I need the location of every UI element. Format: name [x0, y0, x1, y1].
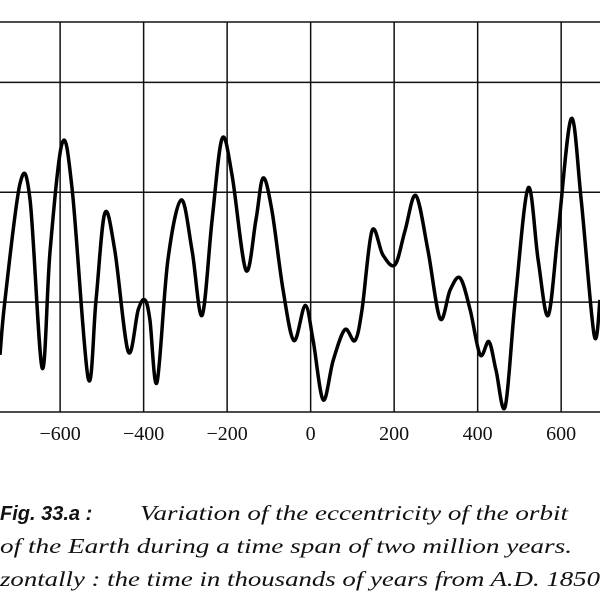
x-tick-label: 400: [463, 423, 493, 445]
grid: [0, 22, 600, 413]
caption-line: of the Earth during a time span of two m…: [0, 534, 572, 558]
x-tick-label: −600: [39, 423, 80, 445]
x-tick-label: −400: [123, 423, 164, 445]
x-tick-label: 0: [306, 423, 316, 445]
data-line: [0, 116, 600, 411]
plot: [0, 116, 600, 411]
caption-line: zontally : the time in thousands of year…: [0, 567, 600, 591]
x-tick-label: −200: [206, 423, 247, 445]
x-tick-label: 600: [546, 423, 576, 445]
x-tick-label: 200: [379, 423, 409, 445]
figure-number: Fig. 33.a :: [0, 503, 92, 525]
caption-line: Variation of the eccentricity of the orb…: [140, 501, 569, 525]
